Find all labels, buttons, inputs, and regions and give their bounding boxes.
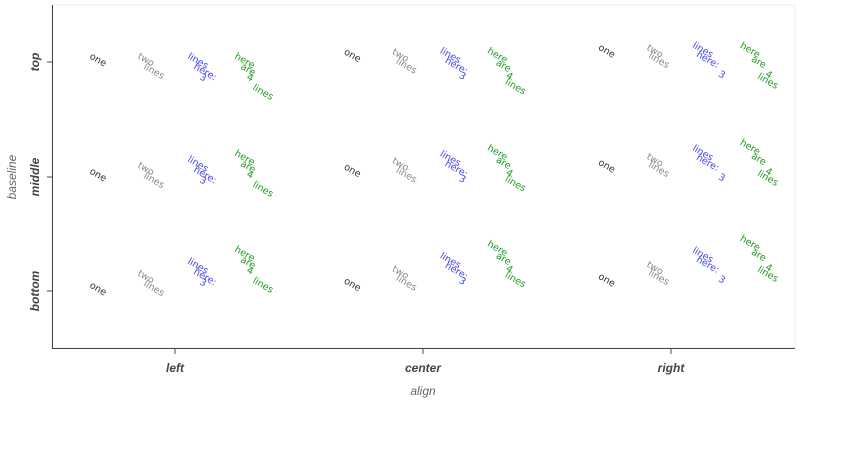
text-mark-center-bottom-s2-l2: 3 — [457, 275, 468, 288]
y-axis-title: baseline — [5, 154, 19, 199]
y-tick-label-bottom: bottom — [28, 270, 42, 311]
text-mark-center-bottom-s3-l2: 4 — [504, 263, 515, 276]
text-mark-center-top-s2-l2: 3 — [457, 70, 468, 83]
text-mark-center-middle-s2-l2: 3 — [457, 173, 468, 186]
plot-background — [51, 4, 796, 349]
x-axis-title: align — [410, 384, 436, 398]
x-tick-label-center: center — [405, 361, 442, 375]
x-tick-label-left: left — [166, 361, 185, 375]
text-mark-left-middle-s3-l2: 4 — [245, 169, 256, 182]
x-tick-label-right: right — [658, 361, 686, 375]
text-mark-left-bottom-s2-l2: 3 — [198, 277, 209, 290]
y-tick-label-top: top — [28, 53, 42, 72]
text-mark-left-top-s2-l2: 3 — [198, 72, 209, 85]
text-mark-right-bottom-s3-l2: 4 — [763, 262, 774, 275]
text-mark-right-middle-s3-l2: 4 — [763, 166, 774, 179]
ticks: left center right top middle bottom — [28, 53, 685, 375]
text-mark-right-top-s3-l2: 4 — [763, 69, 774, 82]
text-mark-left-bottom-s3-l2: 4 — [245, 265, 256, 278]
text-mark-right-middle-s2-l2: 3 — [716, 172, 727, 185]
y-tick-label-middle: middle — [28, 157, 42, 196]
text-mark-center-middle-s3-l2: 4 — [504, 167, 515, 180]
text-mark-left-top-s3-l2: 4 — [245, 72, 256, 85]
text-mark-right-bottom-s2-l2: 3 — [716, 274, 727, 287]
text-mark-center-top-s3-l2: 4 — [504, 70, 515, 83]
text-mark-left-middle-s2-l2: 3 — [198, 175, 209, 188]
text-mark-right-top-s2-l2: 3 — [716, 69, 727, 82]
